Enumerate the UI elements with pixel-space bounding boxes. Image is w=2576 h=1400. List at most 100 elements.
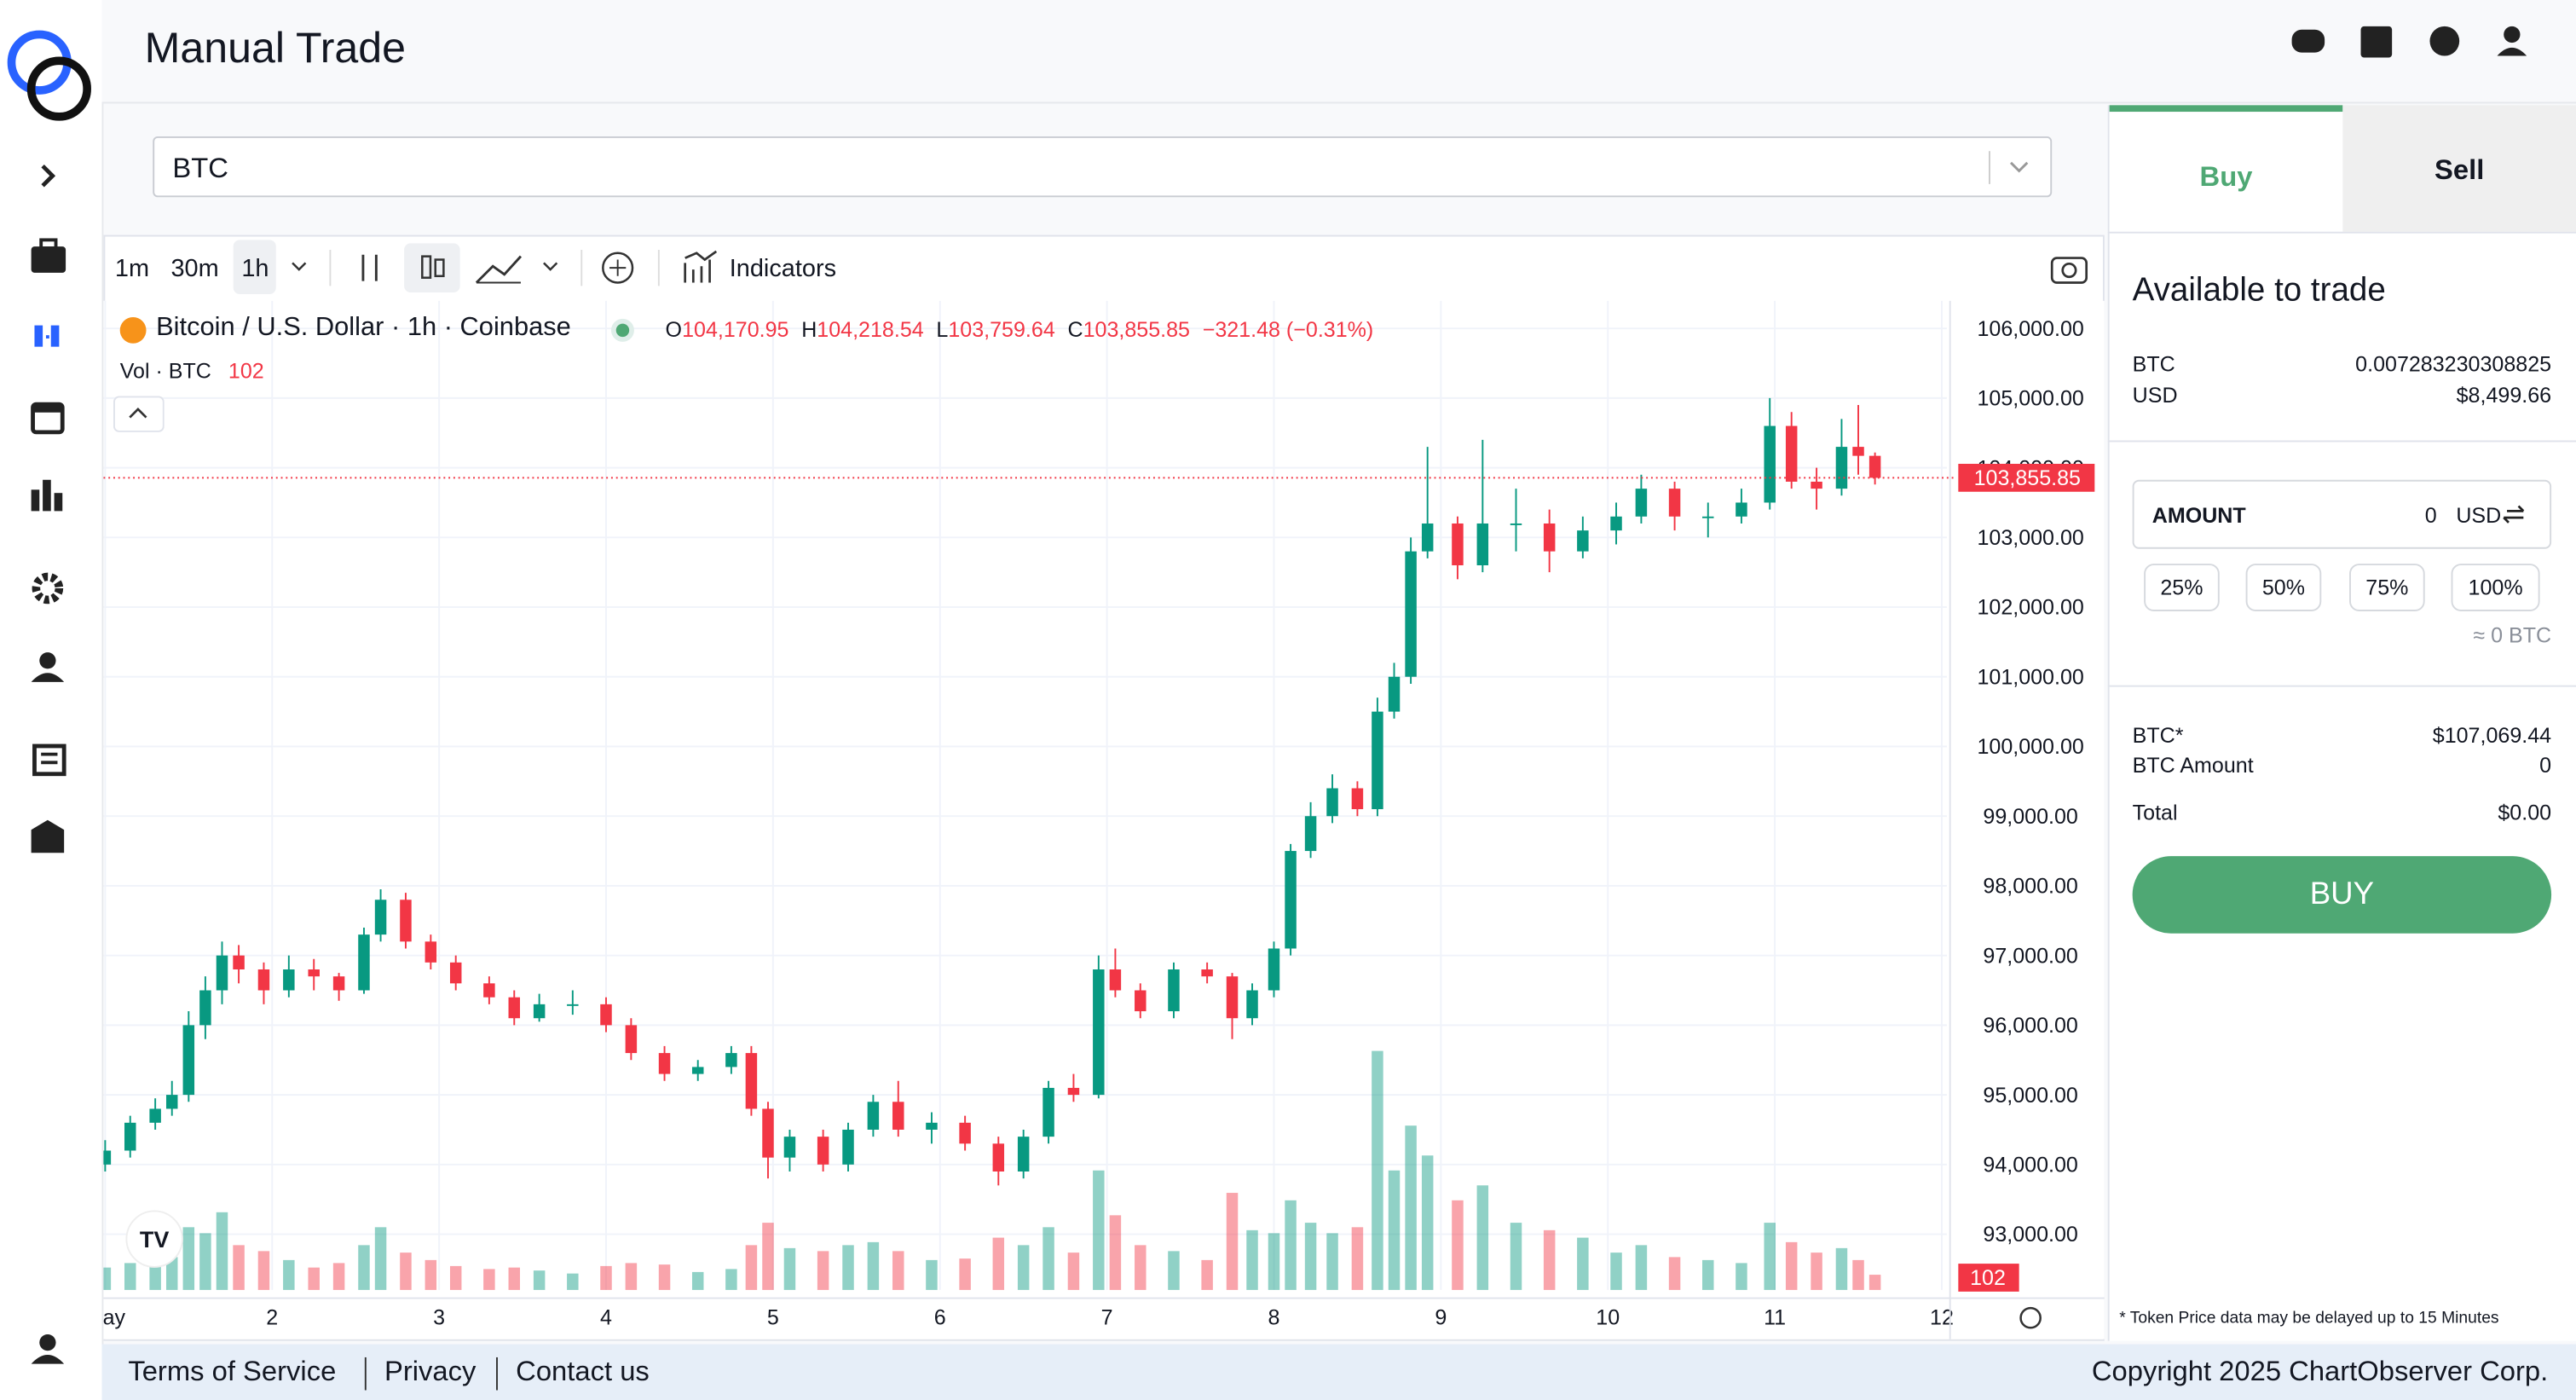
volume-bar — [1326, 1233, 1338, 1290]
volume-bar — [508, 1267, 521, 1290]
volume-bar — [1852, 1259, 1864, 1290]
candle-body — [182, 1025, 195, 1096]
interval-button[interactable]: 1m — [114, 254, 150, 283]
candle-body — [1452, 523, 1464, 566]
volume-bar — [1351, 1227, 1364, 1290]
volume-bar — [745, 1245, 758, 1290]
amount-input[interactable] — [2132, 479, 2552, 549]
volume-bar — [1868, 1275, 1881, 1290]
volume-bar — [124, 1263, 136, 1290]
theme-icon[interactable] — [2429, 26, 2460, 56]
collapse-button[interactable] — [113, 396, 165, 432]
candle-body — [1043, 1087, 1054, 1137]
sell-tab[interactable]: Sell — [2342, 105, 2576, 232]
footer-link[interactable]: Terms of Service — [128, 1356, 337, 1387]
profile-icon[interactable] — [2497, 47, 2527, 56]
candle-body — [842, 1129, 854, 1165]
screenshot-icon[interactable] — [2048, 250, 2091, 286]
volume-bar — [308, 1267, 320, 1290]
volume-bar — [1135, 1245, 1146, 1290]
volume-bar — [1246, 1229, 1258, 1290]
volume-bar — [725, 1269, 737, 1290]
candle-body — [1067, 1087, 1080, 1096]
volume-title: Vol · BTC — [119, 358, 211, 384]
preset-button[interactable]: 25% — [2144, 564, 2220, 611]
layout-icon[interactable] — [2360, 26, 2393, 58]
candle-body — [257, 969, 270, 991]
volume-bar — [783, 1247, 796, 1290]
volume-bar — [1577, 1237, 1589, 1290]
divider — [2107, 440, 2576, 443]
last-price-tag — [1958, 463, 2095, 492]
volume-bar — [1168, 1251, 1180, 1290]
interval-button[interactable]: 30m — [170, 254, 219, 283]
candle-body — [283, 969, 295, 991]
volume-bar — [600, 1265, 612, 1290]
candle-body — [1226, 976, 1239, 1019]
volume-bar — [358, 1245, 370, 1290]
interval-button[interactable]: 1h — [241, 254, 269, 283]
x-tick-label: 5 — [767, 1305, 779, 1329]
symbol-select[interactable]: BTC — [153, 136, 2053, 198]
footer-link[interactable]: Contact us — [516, 1356, 650, 1387]
volume-bar — [817, 1251, 829, 1290]
buy-button[interactable]: BUY — [2132, 856, 2552, 934]
preset-button[interactable]: 75% — [2349, 564, 2425, 611]
balance-name: USD — [2132, 383, 2178, 408]
ohlc-name: H — [801, 316, 817, 342]
candle-body — [1405, 551, 1417, 677]
candle-body — [1785, 425, 1798, 482]
volume-bar — [1764, 1223, 1776, 1290]
candle-body — [1635, 489, 1648, 517]
volume-bar — [992, 1237, 1005, 1290]
separator — [496, 1357, 498, 1391]
amount-label: AMOUNT — [2151, 502, 2246, 528]
tradingview-logo: TV — [125, 1210, 183, 1268]
volume-bar — [199, 1233, 211, 1290]
volume-bar — [1736, 1263, 1747, 1290]
volume-bar — [182, 1227, 195, 1290]
discord-icon[interactable] — [2291, 29, 2325, 53]
copyright: Copyright 2025 ChartObserver Corp. — [2091, 1356, 2549, 1387]
summary-name: BTC Amount — [2132, 752, 2254, 778]
volume-bar — [1835, 1247, 1848, 1290]
header — [101, 0, 2576, 104]
preset-button[interactable]: 100% — [2451, 564, 2540, 611]
candle-body — [103, 1150, 112, 1165]
candle-body — [400, 900, 412, 942]
volume-bar — [1201, 1259, 1213, 1290]
summary-value: 0 — [2539, 752, 2552, 778]
ohlc-name: O — [665, 316, 683, 342]
volume-bar — [216, 1212, 228, 1290]
candle-body — [374, 900, 387, 935]
x-tick-label: 9 — [1435, 1305, 1447, 1329]
volume-bar — [165, 1257, 178, 1290]
candle-body — [745, 1053, 758, 1109]
x-tick-label: 8 — [1268, 1305, 1280, 1329]
x-tick-label: 3 — [433, 1305, 445, 1329]
candle-body — [1764, 425, 1776, 503]
interval-active-bg — [233, 240, 276, 294]
trade-panel — [2107, 105, 2576, 1341]
y-tick-label: 96,000.00 — [1983, 1014, 2077, 1038]
candle-body — [149, 1108, 161, 1123]
volume-bar — [483, 1269, 495, 1290]
summary-name: BTC* — [2132, 723, 2184, 748]
toolbar-icons — [292, 243, 660, 293]
y-tick-label: 98,000.00 — [1983, 875, 2077, 899]
footer-link[interactable]: Privacy — [384, 1356, 477, 1387]
candle-body — [1372, 711, 1383, 810]
preset-button[interactable]: 50% — [2245, 564, 2322, 611]
volume-bar — [842, 1245, 854, 1290]
volume-bar — [233, 1245, 245, 1290]
buy-tab[interactable]: Buy — [2109, 105, 2343, 232]
amount-unit[interactable]: USD — [2456, 502, 2502, 528]
swap-icon[interactable] — [2500, 501, 2530, 528]
x-tick-label: 10 — [1596, 1305, 1620, 1329]
indicators-button[interactable]: Indicators — [729, 254, 837, 283]
candle-body — [533, 1004, 546, 1019]
volume-bar — [1635, 1245, 1648, 1290]
candle-body — [783, 1137, 796, 1158]
volume-bar — [1476, 1185, 1489, 1290]
